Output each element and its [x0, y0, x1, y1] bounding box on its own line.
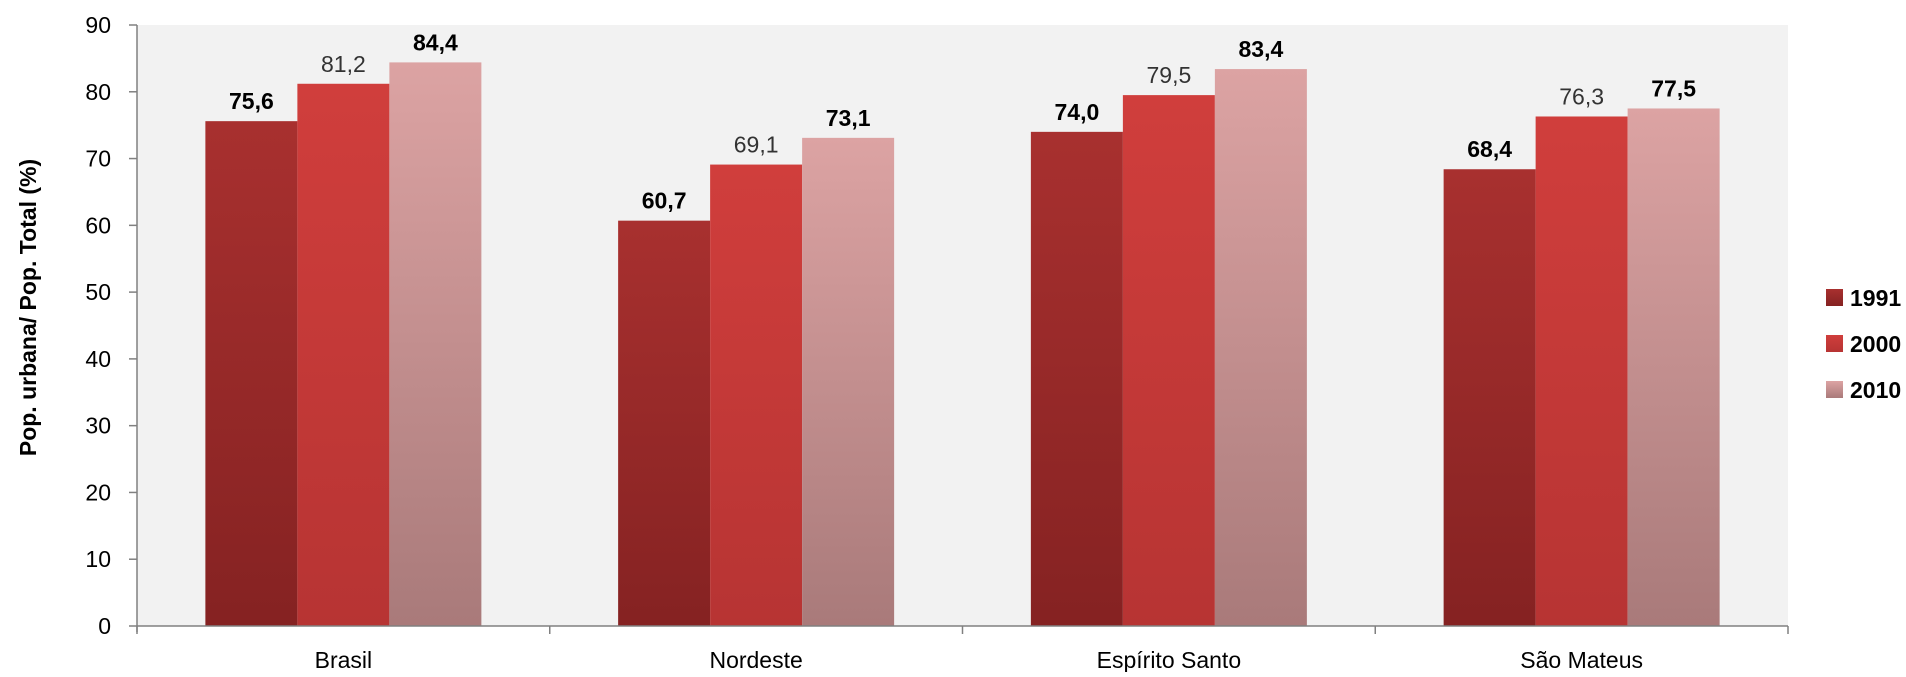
bar-2010-espírito-santo: [1214, 69, 1307, 626]
bar-1991-espírito-santo: [1030, 131, 1123, 626]
y-tick-label: 30: [85, 413, 111, 439]
value-label: 84,4: [413, 29, 458, 55]
value-label: 83,4: [1238, 36, 1283, 62]
y-tick-label: 60: [85, 212, 111, 238]
bar-1991-são-mateus: [1443, 169, 1536, 627]
y-tick-label: 40: [85, 346, 111, 372]
y-tick-label: 20: [85, 479, 111, 505]
bar-2000-brasil: [297, 83, 390, 626]
value-label: 69,1: [734, 132, 779, 158]
value-label: 74,0: [1054, 99, 1099, 125]
x-tick-label: Brasil: [315, 647, 373, 672]
legend-swatch-2000: [1826, 335, 1843, 352]
y-tick-label: 0: [98, 613, 111, 639]
y-tick-label: 50: [85, 279, 111, 305]
legend-label-2000: 2000: [1850, 331, 1901, 357]
value-label: 60,7: [642, 188, 687, 214]
bar-2000-nordeste: [710, 164, 803, 626]
bar-2010-são-mateus: [1627, 108, 1720, 626]
value-label: 75,6: [229, 88, 274, 114]
y-tick-label: 90: [85, 12, 111, 38]
x-tick-label: Espírito Santo: [1097, 647, 1241, 672]
y-tick-label: 10: [85, 546, 111, 572]
legend-swatch-2010: [1826, 381, 1843, 398]
bar-2000-espírito-santo: [1122, 95, 1215, 626]
value-label: 68,4: [1467, 136, 1512, 162]
axes-group: 0 10 20 30 40 50 60 70 80 90 Brasil Nordeste Espírit…: [85, 12, 1789, 673]
bar-2010-nordeste: [802, 137, 895, 627]
legend-swatch-1991: [1826, 289, 1843, 306]
legend-label-2010: 2010: [1850, 377, 1901, 403]
value-label: 81,2: [321, 51, 366, 77]
y-tick-label: 70: [85, 146, 111, 172]
legend-label-1991: 1991: [1850, 285, 1901, 311]
y-axis-label: Pop. urbana/ Pop. Total (%): [15, 159, 41, 456]
x-tick-label: Nordeste: [709, 647, 802, 672]
x-tick-label: São Mateus: [1520, 647, 1643, 672]
value-label: 73,1: [826, 105, 871, 131]
value-label: 79,5: [1146, 62, 1191, 88]
value-label: 76,3: [1559, 83, 1604, 109]
bar-1991-brasil: [205, 121, 298, 626]
value-label: 77,5: [1651, 75, 1696, 101]
bars-group: [205, 62, 1720, 627]
y-tick-label: 80: [85, 79, 111, 105]
bar-1991-nordeste: [618, 220, 711, 627]
legend: 1991 2000 2010: [1826, 285, 1901, 403]
bar-2010-brasil: [389, 62, 482, 626]
bar-2000-são-mateus: [1535, 116, 1628, 626]
value-labels-group: 75,6 81,2 84,4 60,7 69,1 73,1 74,0 79,5 83,4 68,4…: [229, 29, 1696, 213]
